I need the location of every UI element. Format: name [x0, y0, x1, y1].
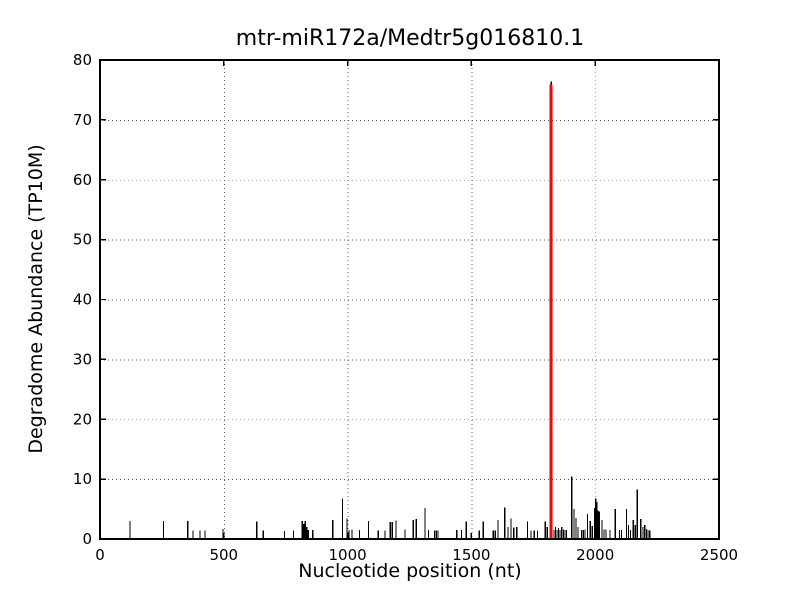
y-tick-label: 80 [73, 51, 92, 69]
x-tick-label: 2500 [700, 546, 738, 564]
y-tick-label: 70 [73, 111, 92, 129]
x-tick-label: 1000 [329, 546, 367, 564]
x-tick-label: 0 [95, 546, 105, 564]
x-tick-label: 500 [209, 546, 238, 564]
y-tick-label: 10 [73, 470, 92, 488]
x-axis-label: Nucleotide position (nt) [298, 560, 522, 582]
y-tick-label: 30 [73, 350, 92, 368]
chart-title: mtr-miR172a/Medtr5g016810.1 [235, 26, 585, 51]
x-tick-label: 1500 [452, 546, 490, 564]
x-tick-label: 2000 [576, 546, 614, 564]
y-tick-label: 20 [73, 410, 92, 428]
y-tick-label: 40 [73, 291, 92, 309]
y-tick-label: 60 [73, 171, 92, 189]
y-tick-label: 0 [82, 530, 92, 548]
axis-frame [99, 59, 720, 540]
y-tick-label: 50 [73, 231, 92, 249]
